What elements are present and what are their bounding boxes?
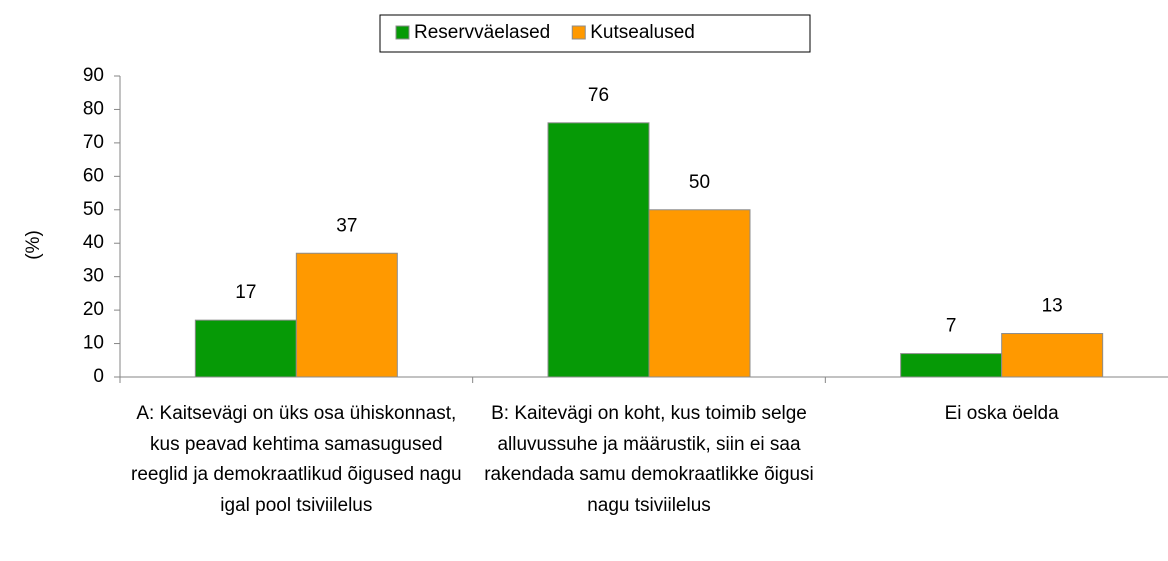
bar xyxy=(295,252,398,378)
y-tick-label: 60 xyxy=(83,165,104,186)
x-tick-label: A: Kaitsevägi on üks osa ühiskonnast, ku… xyxy=(131,403,462,516)
y-tick-label: 10 xyxy=(83,333,104,354)
y-tick-label: 50 xyxy=(83,199,104,220)
data-label: 76 xyxy=(588,85,609,106)
data-label: 37 xyxy=(336,215,357,236)
bar xyxy=(648,209,751,378)
legend-label: Kutsealused xyxy=(590,22,695,43)
bar xyxy=(547,122,650,378)
y-tick-label: 40 xyxy=(83,232,104,253)
y-tick-label: 20 xyxy=(83,299,104,320)
bar xyxy=(194,319,297,378)
x-tick-label: Ei oska öelda xyxy=(944,403,1059,424)
y-tick-label: 30 xyxy=(83,266,104,287)
bar xyxy=(1001,333,1104,378)
data-label: 7 xyxy=(946,316,957,337)
legend-swatch xyxy=(395,25,410,40)
data-label: 17 xyxy=(235,282,256,303)
x-tick-label: B: Kaitevägi on koht, kus toimib selge a… xyxy=(484,403,814,516)
y-tick-label: 90 xyxy=(83,65,104,86)
legend-box xyxy=(379,14,811,53)
bar xyxy=(900,353,1003,378)
legend-label: Reservväelased xyxy=(414,22,550,43)
y-tick-label: 80 xyxy=(83,98,104,119)
y-tick-label: 70 xyxy=(83,132,104,153)
y-tick-label: 0 xyxy=(93,366,104,387)
y-axis-label: (%) xyxy=(23,230,44,260)
data-label: 13 xyxy=(1042,296,1063,317)
legend-swatch xyxy=(571,25,586,40)
data-label: 50 xyxy=(689,172,710,193)
